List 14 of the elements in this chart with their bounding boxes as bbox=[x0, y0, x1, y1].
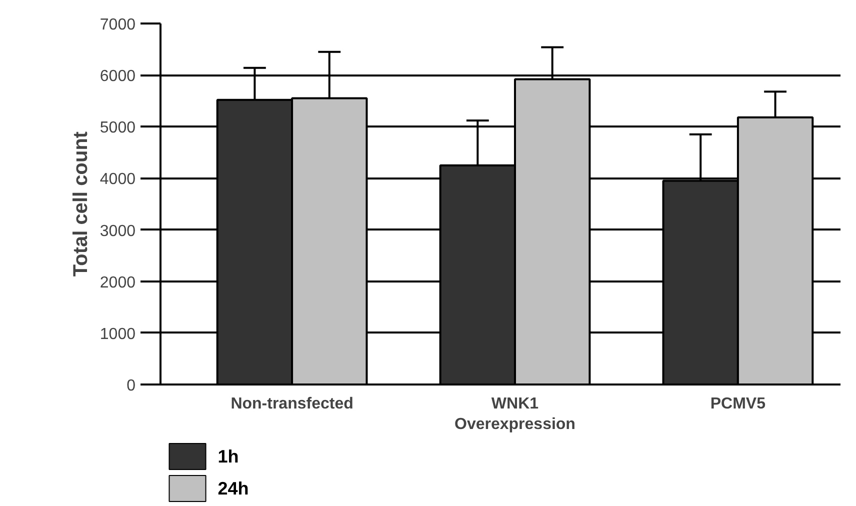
y-tick-label: 0 bbox=[126, 378, 136, 394]
x-tick-label: Non-transfected bbox=[230, 396, 354, 412]
y-tick-label: 4000 bbox=[100, 171, 136, 188]
x-tick-label: WNK1 Overexpression bbox=[454, 396, 576, 433]
y-axis-title: Total cell count bbox=[70, 131, 92, 277]
legend-label: 1h bbox=[218, 446, 239, 466]
y-tick-label: 3000 bbox=[100, 222, 136, 240]
y-tick-label: 7000 bbox=[100, 16, 136, 34]
y-tick-label: 2000 bbox=[100, 274, 136, 292]
y-tick-label: 5000 bbox=[100, 120, 136, 137]
x-tick-label: PCMV5 bbox=[710, 396, 766, 412]
legend-label: 24h bbox=[218, 478, 249, 498]
y-tick-label: 1000 bbox=[100, 326, 136, 343]
y-tick-label: 6000 bbox=[100, 68, 136, 86]
